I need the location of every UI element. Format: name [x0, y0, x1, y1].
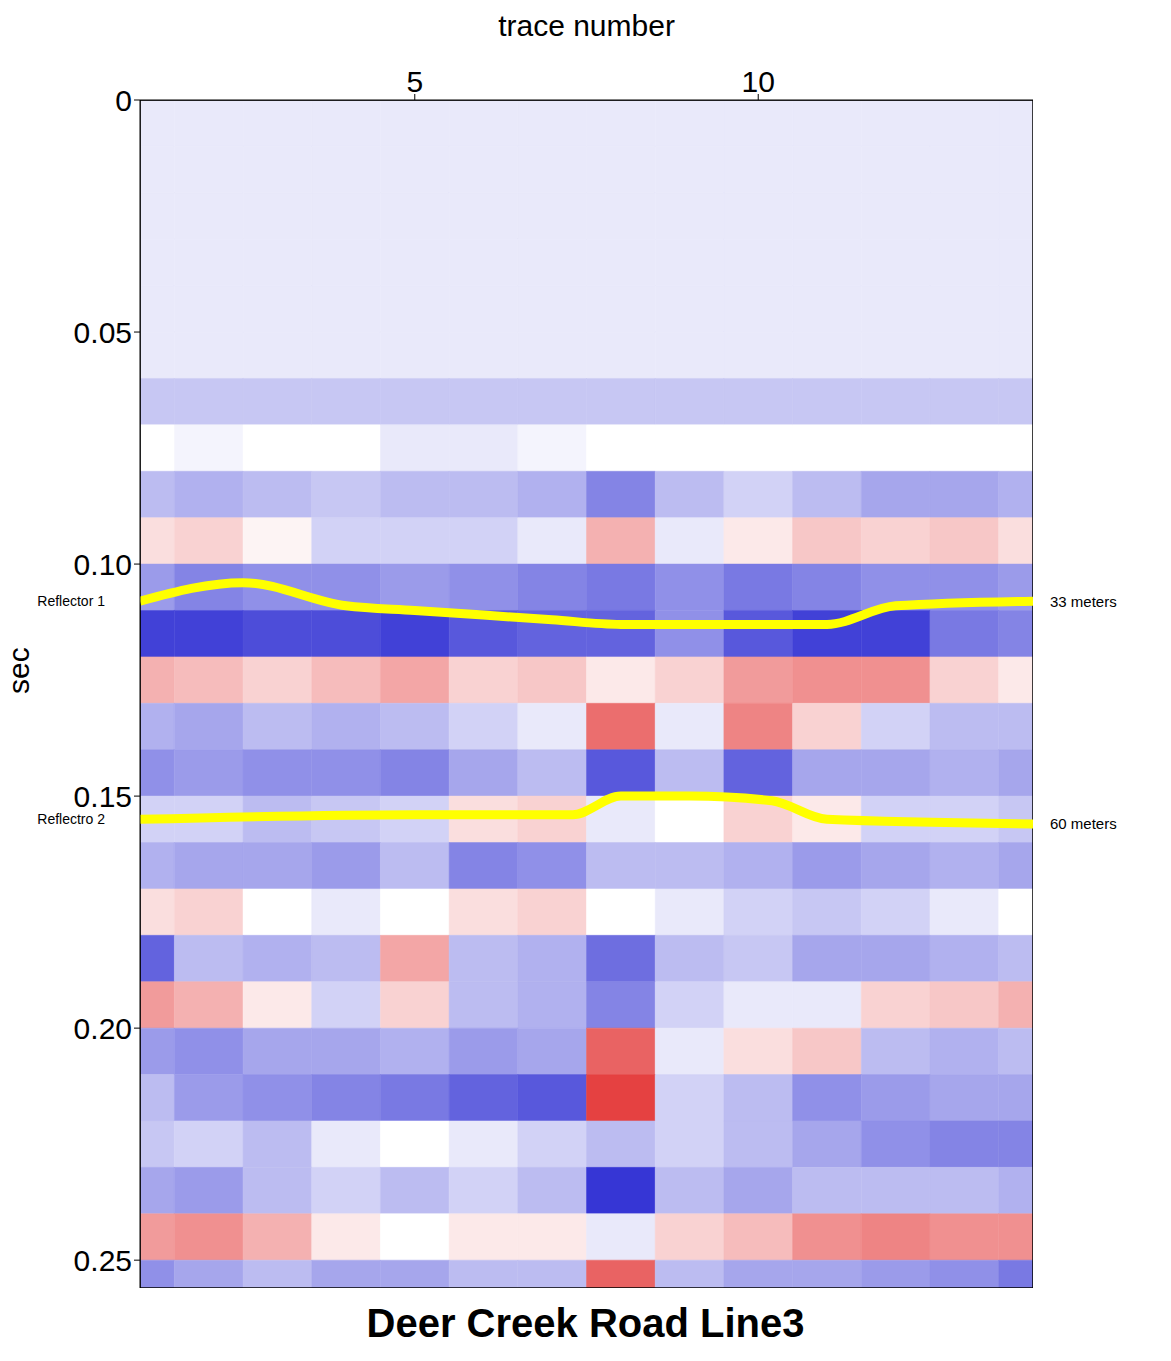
svg-text:0.05: 0.05 [74, 316, 132, 349]
svg-text:0.20: 0.20 [74, 1012, 132, 1045]
svg-text:60 meters: 60 meters [1050, 815, 1117, 832]
svg-text:0.15: 0.15 [74, 780, 132, 813]
svg-text:0.10: 0.10 [74, 548, 132, 581]
svg-text:10: 10 [742, 65, 775, 98]
svg-text:trace number: trace number [498, 9, 675, 42]
svg-text:33 meters: 33 meters [1050, 593, 1117, 610]
svg-text:5: 5 [406, 65, 423, 98]
svg-text:sec: sec [2, 647, 35, 694]
svg-text:0: 0 [115, 84, 132, 117]
html-text:Deer Creek Road Line3: Deer Creek Road Line3 [366, 1301, 805, 1345]
svg-text:0.25: 0.25 [74, 1244, 132, 1277]
svg-text:Reflectro 2: Reflectro 2 [37, 811, 105, 827]
svg-text:Reflector 1: Reflector 1 [37, 593, 105, 609]
